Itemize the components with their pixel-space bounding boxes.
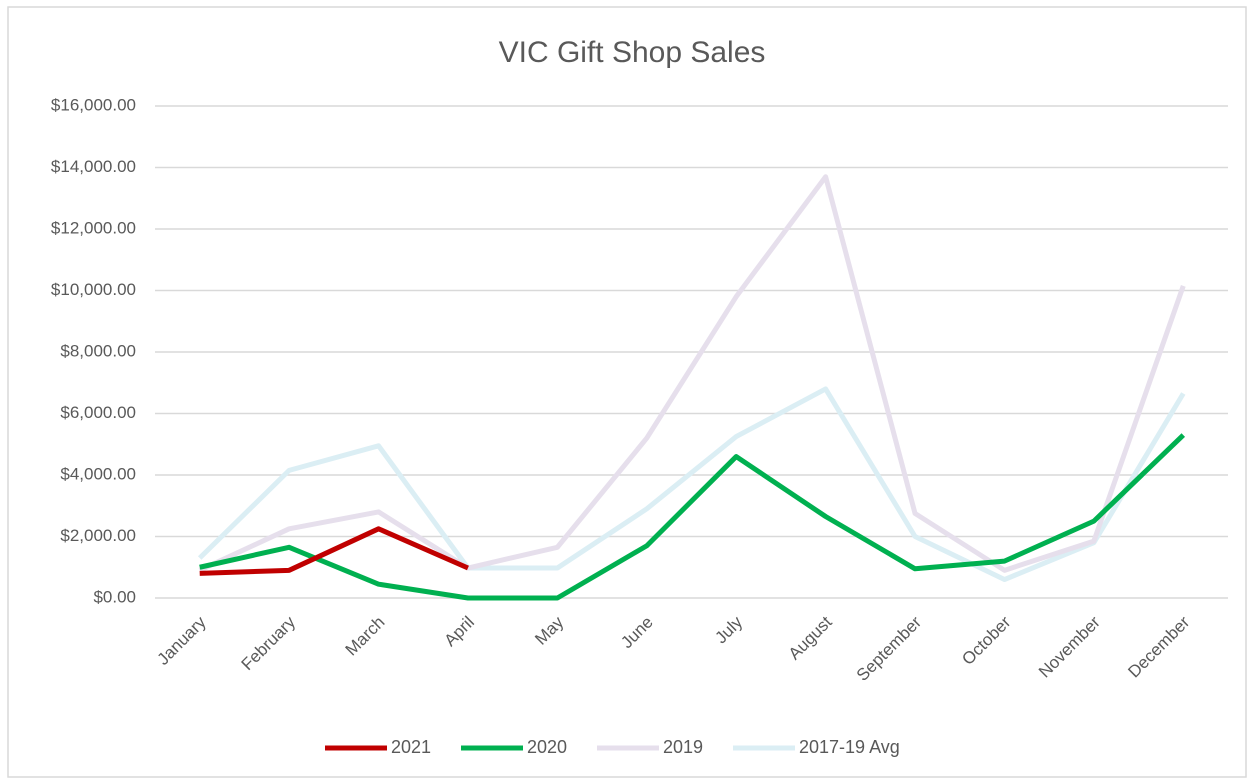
y-tick-label: $14,000.00: [51, 157, 136, 176]
y-tick-label: $0.00: [93, 587, 136, 606]
legend-label: 2021: [391, 737, 431, 757]
y-tick-label: $12,000.00: [51, 218, 136, 237]
y-tick-label: $10,000.00: [51, 280, 136, 299]
chart-frame: [7, 6, 1247, 778]
series-line: [199, 433, 1186, 601]
y-tick-label: $4,000.00: [60, 464, 136, 483]
legend-label: 2017-19 Avg: [799, 737, 900, 757]
legend-label: 2020: [527, 737, 567, 757]
series-line: [198, 174, 1186, 573]
y-tick-label: $8,000.00: [60, 341, 136, 360]
series-line: [197, 386, 1186, 583]
y-tick-label: $6,000.00: [60, 403, 136, 422]
chart-title: VIC Gift Shop Sales: [499, 36, 766, 69]
series-line: [199, 526, 469, 576]
y-tick-label: $2,000.00: [60, 526, 136, 545]
y-tick-label: $16,000.00: [51, 95, 136, 114]
legend-label: 2019: [663, 737, 703, 757]
